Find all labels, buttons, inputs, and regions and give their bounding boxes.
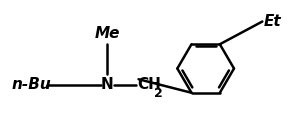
Text: Me: Me: [95, 26, 120, 41]
Text: n-Bu: n-Bu: [11, 77, 51, 92]
Text: Et: Et: [264, 14, 281, 29]
Text: CH: CH: [137, 77, 161, 92]
Text: 2: 2: [154, 87, 163, 100]
Text: N: N: [101, 77, 114, 92]
